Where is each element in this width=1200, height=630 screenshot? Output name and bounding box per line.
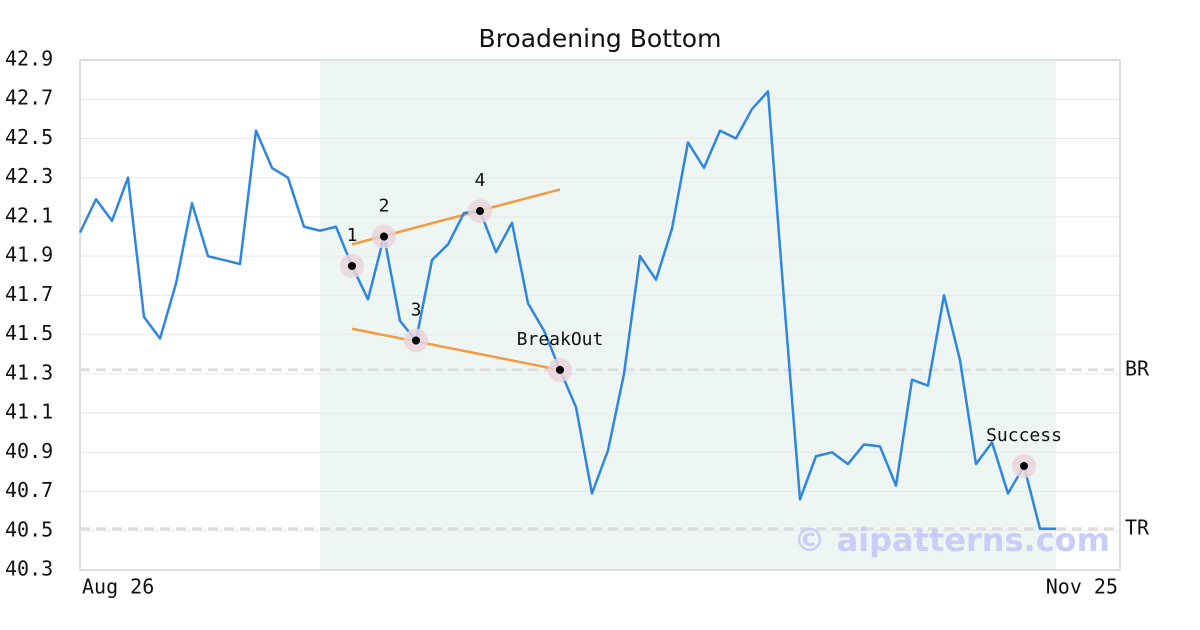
y-tick-label: 40.5 — [5, 517, 53, 541]
y-tick-label: 41.9 — [5, 243, 53, 267]
annotation-label: BreakOut — [517, 329, 604, 350]
y-tick-label: 42.7 — [5, 86, 53, 110]
level-label: TR — [1125, 515, 1150, 539]
y-tick-label: 41.5 — [5, 321, 53, 345]
y-tick-label: 42.5 — [5, 125, 53, 149]
y-tick-label: 42.3 — [5, 164, 53, 188]
marker-dot — [556, 365, 564, 374]
y-tick-label: 40.7 — [5, 478, 53, 502]
marker-dot — [476, 207, 484, 216]
y-tick-label: 40.3 — [5, 557, 53, 581]
price-line — [78, 90, 1056, 531]
annotation-label: 4 — [475, 170, 486, 191]
trend-line — [351, 327, 561, 372]
chart-title: Broadening Bottom — [479, 24, 722, 53]
y-tick-label: 42.9 — [5, 47, 53, 71]
y-tick-label: 40.9 — [5, 439, 53, 463]
watermark: © aipatterns.com — [793, 521, 1110, 559]
annotation-label: 1 — [347, 225, 358, 246]
pattern-zone — [320, 60, 1056, 570]
annotation-label: Success — [986, 425, 1062, 446]
y-tick-label: 41.1 — [5, 400, 53, 424]
plot-border — [79, 59, 1121, 571]
marker-dot — [348, 261, 356, 270]
level-label: BR — [1125, 356, 1150, 380]
marker-dot — [380, 232, 388, 241]
y-tick-label: 41.7 — [5, 282, 53, 306]
marker-dot — [412, 336, 420, 345]
x-tick-label: Aug 26 — [82, 575, 154, 599]
marker-dot — [1020, 462, 1028, 471]
y-tick-label: 41.3 — [5, 360, 53, 384]
annotation-label: 3 — [411, 300, 422, 321]
annotation-label: 2 — [379, 196, 390, 217]
y-tick-label: 42.1 — [5, 203, 53, 227]
x-tick-label: Nov 25 — [1046, 575, 1118, 599]
